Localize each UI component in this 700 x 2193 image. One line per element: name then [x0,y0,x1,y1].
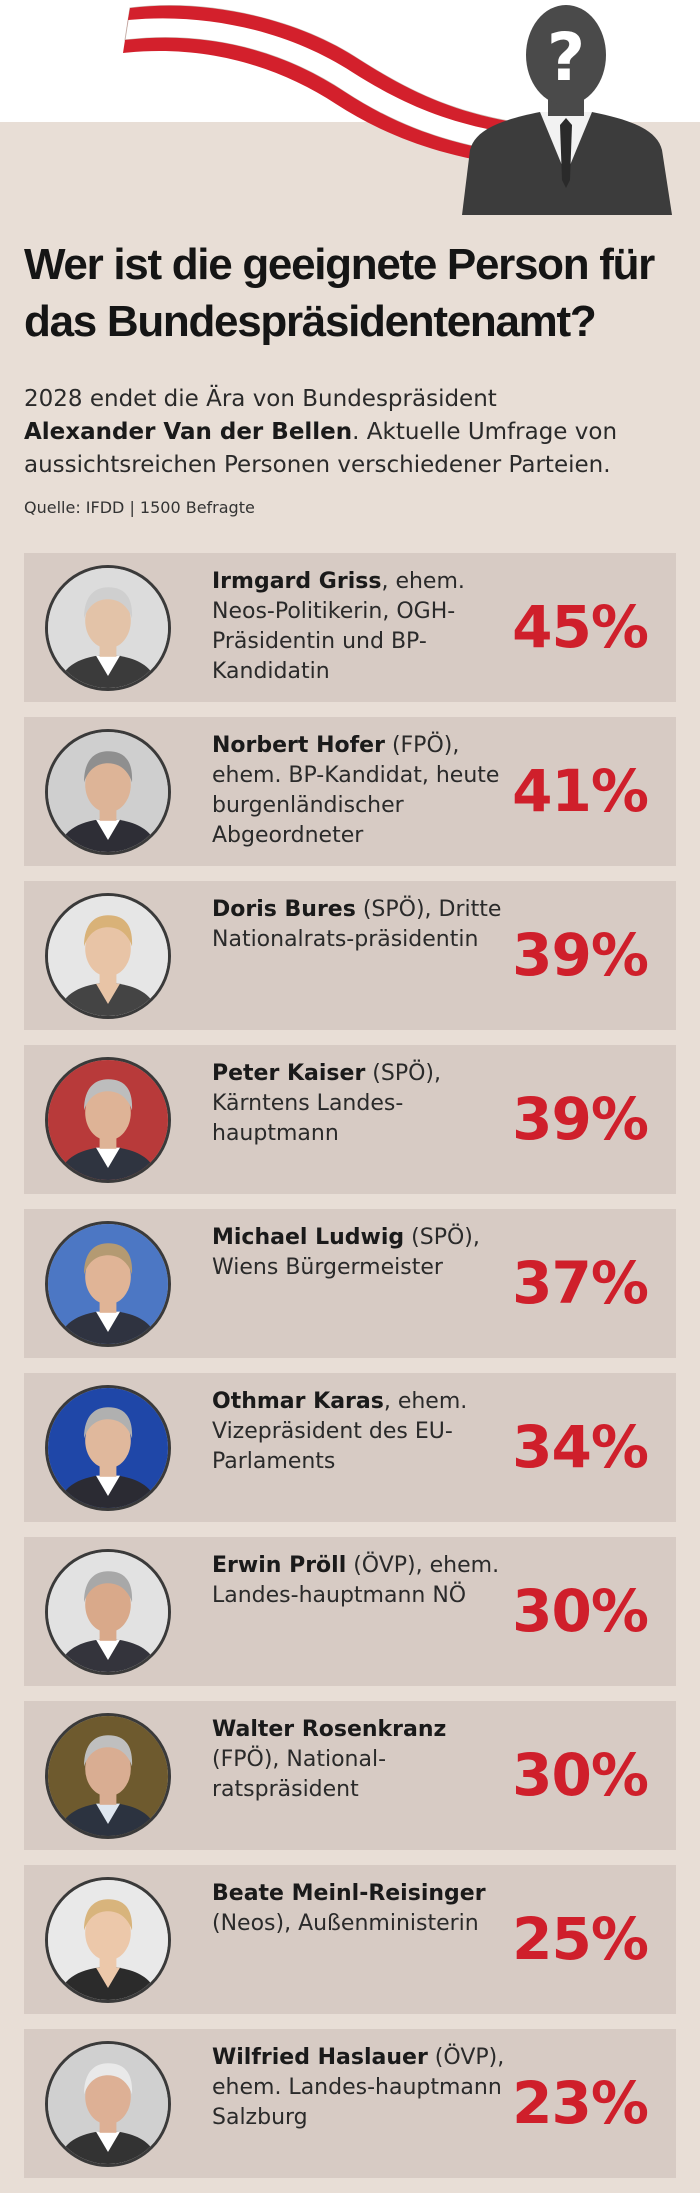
source-note: Quelle: IFDD | 1500 Befragte [24,498,255,517]
person-description: Wilfried Haslauer (ÖVP), ehem. Landes-ha… [212,2043,512,2133]
percentage-value: 23% [512,2069,649,2137]
poll-row: Beate Meinl-Reisinger (Neos), Außenminis… [24,1865,676,2014]
portrait-photo [45,2041,171,2167]
person-portrait-icon [48,2044,168,2164]
poll-row: Wilfried Haslauer (ÖVP), ehem. Landes-ha… [24,2029,676,2178]
person-portrait-icon [48,896,168,1016]
svg-text:?: ? [547,19,585,96]
person-portrait-icon [48,1716,168,1836]
poll-row: Irmgard Griss, ehem. Neos-Politikerin, O… [24,553,676,702]
person-detail: (SPÖ), Kärntens Landes-hauptmann [212,1061,441,1146]
subtitle-pre: 2028 endet die Ära von Bundespräsident [24,386,497,412]
person-detail: (Neos), Außenministerin [212,1911,479,1936]
poll-list: Irmgard Griss, ehem. Neos-Politikerin, O… [24,553,676,2193]
subtitle: 2028 endet die Ära von Bundespräsident A… [24,383,684,482]
percentage-value: 39% [512,1085,649,1153]
portrait-photo [45,1877,171,2003]
person-portrait-icon [48,1880,168,2000]
page-title: Wer ist die geeignete Person für das Bun… [24,236,684,350]
portrait-photo [45,1057,171,1183]
poll-row: Norbert Hofer (FPÖ), ehem. BP-Kandidat, … [24,717,676,866]
person-description: Peter Kaiser (SPÖ), Kärntens Landes-haup… [212,1059,512,1149]
person-description: Othmar Karas, ehem. Vizepräsident des EU… [212,1387,512,1477]
subtitle-bold: Alexander Van der Bellen [24,419,353,445]
person-description: Michael Ludwig (SPÖ), Wiens Bürgermeiste… [212,1223,512,1283]
person-detail: (FPÖ), ehem. BP-Kandidat, heute burgenlä… [212,733,500,848]
portrait-photo [45,1221,171,1347]
person-description: Erwin Pröll (ÖVP), ehem. Landes-hauptman… [212,1551,512,1611]
person-name: Othmar Karas [212,1389,384,1414]
person-detail: (SPÖ), Wiens Bürgermeister [212,1225,480,1280]
person-portrait-icon [48,568,168,688]
poll-row: Walter Rosenkranz (FPÖ), National-ratspr… [24,1701,676,1850]
subtitle-post: . Aktuelle Umfrage von aussichtsreichen … [24,419,618,478]
person-detail: (ÖVP), ehem. Landes-hauptmann Salzburg [212,2045,505,2130]
percentage-value: 25% [512,1905,649,1973]
question-mark-silhouette-icon: ? [462,5,672,215]
person-name: Michael Ludwig [212,1225,405,1250]
person-description: Irmgard Griss, ehem. Neos-Politikerin, O… [212,567,512,687]
person-portrait-icon [48,1060,168,1180]
person-portrait-icon [48,732,168,852]
portrait-photo [45,729,171,855]
person-name: Norbert Hofer [212,733,385,758]
percentage-value: 30% [512,1741,649,1809]
person-detail: , ehem. Neos-Politikerin, OGH-Präsidenti… [212,569,465,684]
person-name: Erwin Pröll [212,1553,347,1578]
percentage-value: 30% [512,1577,649,1645]
portrait-photo [45,565,171,691]
person-portrait-icon [48,1388,168,1508]
person-description: Norbert Hofer (FPÖ), ehem. BP-Kandidat, … [212,731,512,851]
poll-row: Erwin Pröll (ÖVP), ehem. Landes-hauptman… [24,1537,676,1686]
poll-row: Michael Ludwig (SPÖ), Wiens Bürgermeiste… [24,1209,676,1358]
person-detail: (ÖVP), ehem. Landes-hauptmann NÖ [212,1553,500,1608]
poll-row: Doris Bures (SPÖ), Dritte Nationalrats-p… [24,881,676,1030]
person-portrait-icon [48,1552,168,1672]
title-line-2: das Bundespräsidentenamt? [24,297,597,346]
person-detail: (FPÖ), National-ratspräsident [212,1747,387,1802]
portrait-photo [45,1385,171,1511]
percentage-value: 39% [512,921,649,989]
person-detail: (SPÖ), Dritte Nationalrats-präsidentin [212,897,502,952]
person-description: Beate Meinl-Reisinger (Neos), Außenminis… [212,1879,512,1939]
title-line-1: Wer ist die geeignete Person für [24,240,655,289]
person-name: Irmgard Griss [212,569,382,594]
person-name: Beate Meinl-Reisinger [212,1881,486,1906]
person-description: Doris Bures (SPÖ), Dritte Nationalrats-p… [212,895,512,955]
poll-row: Peter Kaiser (SPÖ), Kärntens Landes-haup… [24,1045,676,1194]
person-description: Walter Rosenkranz (FPÖ), National-ratspr… [212,1715,512,1805]
percentage-value: 34% [512,1413,649,1481]
portrait-photo [45,1713,171,1839]
person-portrait-icon [48,1224,168,1344]
person-name: Walter Rosenkranz [212,1717,447,1742]
percentage-value: 45% [512,593,649,661]
poll-row: Othmar Karas, ehem. Vizepräsident des EU… [24,1373,676,1522]
person-name: Peter Kaiser [212,1061,366,1086]
percentage-value: 41% [512,757,649,825]
portrait-photo [45,893,171,1019]
portrait-photo [45,1549,171,1675]
person-detail: , ehem. Vizepräsident des EU-Parlaments [212,1389,468,1474]
header-illustration: ? [123,5,672,215]
person-name: Doris Bures [212,897,356,922]
person-name: Wilfried Haslauer [212,2045,428,2070]
percentage-value: 37% [512,1249,649,1317]
